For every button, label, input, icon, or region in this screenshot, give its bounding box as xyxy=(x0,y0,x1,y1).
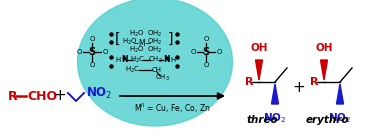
Text: [: [ xyxy=(115,32,121,46)
Text: CH$_3$: CH$_3$ xyxy=(155,73,170,83)
Text: M$^\mathrm{II}$ = Cu, Fe, Co, Zn: M$^\mathrm{II}$ = Cu, Fe, Co, Zn xyxy=(134,102,210,115)
Text: R: R xyxy=(310,77,319,87)
Text: CH$_2$: CH$_2$ xyxy=(147,55,162,65)
Polygon shape xyxy=(271,84,279,104)
Text: OH$_2$: OH$_2$ xyxy=(147,29,163,39)
Text: S: S xyxy=(89,47,95,57)
Polygon shape xyxy=(320,60,328,80)
Text: H$_2$O: H$_2$O xyxy=(129,29,145,39)
Text: CH: CH xyxy=(152,67,162,73)
Text: +: + xyxy=(293,79,305,94)
Text: O: O xyxy=(190,49,196,55)
Text: O: O xyxy=(76,49,82,55)
Text: OH$_2$: OH$_2$ xyxy=(147,37,163,47)
Text: R: R xyxy=(245,77,253,87)
Text: N: N xyxy=(164,55,170,64)
Text: H: H xyxy=(170,57,176,63)
Text: O: O xyxy=(203,62,209,68)
Text: OH: OH xyxy=(315,43,333,53)
Text: NO$_2$: NO$_2$ xyxy=(328,111,352,125)
Text: R: R xyxy=(8,90,18,103)
Text: H$_2$C: H$_2$C xyxy=(130,55,146,65)
Polygon shape xyxy=(256,60,262,80)
Text: erythro: erythro xyxy=(305,115,349,125)
Text: H$_2$O: H$_2$O xyxy=(129,45,145,55)
Text: H: H xyxy=(115,57,121,63)
Text: H$_2$C: H$_2$C xyxy=(126,65,141,75)
Polygon shape xyxy=(337,84,343,104)
Text: O: O xyxy=(203,36,209,42)
Text: NO$_2$: NO$_2$ xyxy=(86,85,112,100)
Text: OH$_2$: OH$_2$ xyxy=(147,45,163,55)
Text: OH: OH xyxy=(250,43,268,53)
Text: O: O xyxy=(102,49,108,55)
Text: O: O xyxy=(216,49,222,55)
Text: O: O xyxy=(89,36,95,42)
Text: S: S xyxy=(202,47,210,57)
Text: H$_2$O: H$_2$O xyxy=(122,37,138,47)
Text: CHO: CHO xyxy=(27,90,57,103)
Ellipse shape xyxy=(78,0,233,126)
Text: NO$_2$: NO$_2$ xyxy=(263,111,287,125)
Text: N: N xyxy=(121,55,127,64)
Text: $-$M$-$: $-$M$-$ xyxy=(132,36,152,47)
Text: O: O xyxy=(89,62,95,68)
Text: ]: ] xyxy=(167,32,173,46)
Text: threo: threo xyxy=(246,115,278,125)
Text: +: + xyxy=(54,88,66,103)
